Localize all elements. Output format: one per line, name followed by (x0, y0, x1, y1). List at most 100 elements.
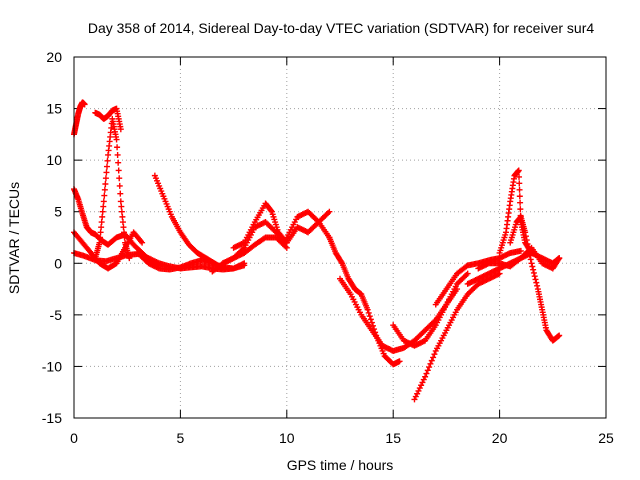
series-sat-l (283, 208, 333, 241)
data-point (414, 390, 421, 397)
data-point (100, 203, 107, 210)
data-point (415, 387, 422, 394)
y-tick-label: 5 (54, 204, 62, 220)
data-point (368, 319, 375, 326)
data-point (102, 180, 109, 187)
data-points (71, 99, 563, 403)
data-point (338, 258, 345, 265)
data-point (431, 351, 438, 358)
data-point (428, 357, 435, 364)
series-sat-o (390, 270, 471, 349)
data-point (515, 167, 522, 174)
data-point (556, 332, 563, 339)
data-point (464, 270, 471, 277)
data-point (411, 396, 418, 403)
data-point (496, 270, 503, 277)
data-point (412, 393, 419, 400)
y-axis-label: SDTVAR / TECUs (6, 182, 22, 294)
data-point (118, 203, 125, 210)
data-point (117, 126, 124, 133)
data-point (96, 239, 103, 246)
y-tick-label: -5 (50, 307, 63, 323)
data-point (555, 256, 562, 263)
data-point (116, 182, 123, 189)
data-point (530, 269, 537, 276)
data-point (139, 239, 146, 246)
data-point (121, 234, 128, 241)
data-point (532, 276, 539, 283)
y-tick-label: 20 (46, 49, 62, 65)
series-sat-g (151, 172, 226, 272)
data-point (103, 163, 110, 170)
data-point (423, 370, 430, 377)
data-point (120, 224, 127, 231)
data-point (97, 229, 104, 236)
data-point (556, 255, 563, 262)
chart-title: Day 358 of 2014, Sidereal Day-to-day VTE… (88, 20, 594, 36)
series-sat-f (71, 229, 146, 272)
data-point (99, 213, 106, 220)
series-sat-t (507, 213, 563, 344)
data-point (533, 279, 540, 286)
data-point (115, 159, 122, 166)
y-tick-label: -15 (42, 410, 62, 426)
series-sat-a (71, 99, 88, 138)
x-tick-label: 25 (598, 430, 614, 446)
data-point (516, 193, 523, 200)
data-point (103, 169, 110, 176)
data-point (416, 385, 423, 392)
data-point (517, 247, 524, 254)
data-point (367, 316, 374, 323)
x-tick-label: 15 (385, 430, 401, 446)
data-point (101, 186, 108, 193)
data-point (419, 379, 426, 386)
data-point (516, 173, 523, 180)
x-tick-label: 10 (279, 430, 295, 446)
data-point (113, 136, 120, 143)
data-point (418, 382, 425, 389)
series-sat-c (92, 105, 124, 133)
data-point (268, 207, 275, 214)
series-sat-u (475, 244, 563, 272)
data-point (526, 252, 533, 259)
data-point (527, 256, 534, 263)
x-tick-label: 20 (492, 430, 508, 446)
data-point (104, 157, 111, 164)
data-point (114, 144, 121, 151)
data-point (121, 229, 128, 236)
y-tick-label: 0 (54, 255, 62, 271)
data-point (97, 234, 104, 241)
data-point (427, 360, 434, 367)
series-sat-k (209, 234, 290, 275)
data-point (366, 313, 373, 320)
data-point (517, 206, 524, 213)
x-axis-ticks: 0 5 10 15 20 25 (70, 57, 614, 446)
data-point (326, 208, 333, 215)
data-point (396, 358, 403, 365)
data-point (116, 175, 123, 182)
plot-frame (73, 56, 607, 419)
series-sat-d (92, 115, 133, 262)
data-point (99, 208, 106, 215)
data-point (529, 263, 536, 270)
x-tick-label: 5 (177, 430, 185, 446)
data-point (523, 237, 530, 244)
data-point (530, 266, 537, 273)
series-sat-p (411, 270, 503, 403)
data-point (426, 364, 433, 371)
data-point (522, 233, 529, 240)
data-point (365, 309, 372, 316)
data-point (115, 167, 122, 174)
data-point (516, 180, 523, 187)
y-tick-label: 15 (46, 101, 62, 117)
data-point (98, 219, 105, 226)
data-point (119, 213, 126, 220)
data-point (283, 244, 290, 251)
data-point (534, 282, 541, 289)
data-point (98, 224, 105, 231)
data-point (517, 199, 524, 206)
data-point (531, 273, 538, 280)
y-tick-label: -10 (42, 358, 62, 374)
data-point (516, 186, 523, 193)
